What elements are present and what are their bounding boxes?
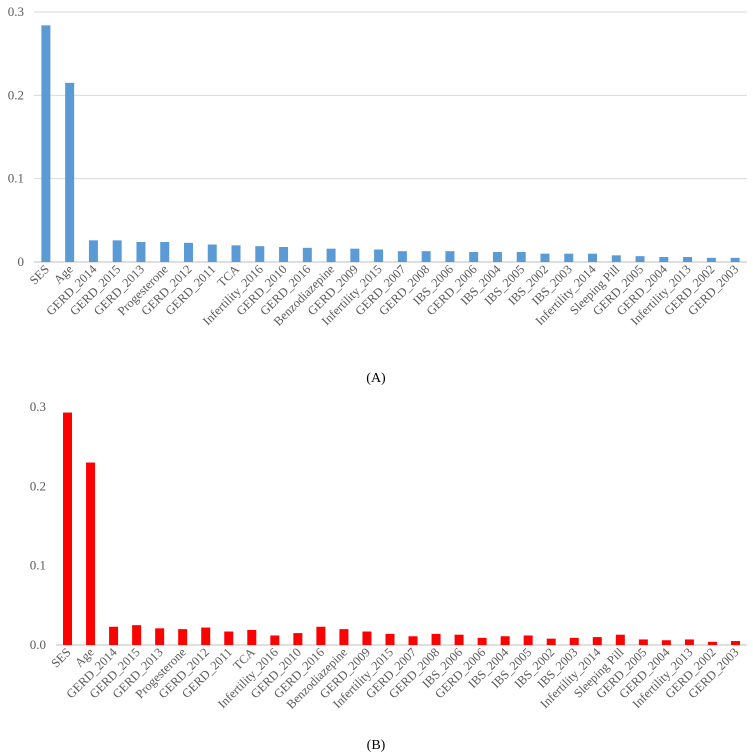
bar	[112, 240, 122, 262]
y-tick-label: 0	[18, 254, 25, 269]
y-tick-label: 0.2	[30, 478, 46, 493]
panel-label-b: (B)	[367, 738, 386, 753]
y-tick-label: 0.1	[8, 171, 24, 186]
bar	[247, 629, 257, 645]
x-tick-label: SES	[49, 645, 74, 670]
bar	[63, 412, 73, 645]
bar	[540, 253, 550, 262]
bar	[706, 257, 716, 262]
bar	[683, 257, 693, 262]
bar	[207, 244, 217, 262]
bar	[421, 251, 431, 262]
bar	[350, 248, 360, 262]
bar	[88, 240, 98, 262]
bar	[635, 256, 645, 262]
bar	[41, 25, 51, 262]
x-tick-label: SES	[27, 262, 52, 287]
bar	[431, 633, 441, 645]
bar	[397, 251, 407, 262]
bar	[155, 628, 165, 645]
bar	[136, 242, 146, 262]
y-tick-label: 0.3	[8, 4, 24, 19]
bar	[224, 631, 234, 645]
bar	[65, 82, 75, 262]
bar	[385, 633, 395, 645]
bar	[684, 639, 694, 645]
bar	[183, 242, 193, 262]
bar	[454, 634, 464, 645]
bar	[231, 245, 241, 262]
bar	[477, 637, 487, 645]
bar	[611, 255, 621, 262]
bar	[730, 257, 740, 262]
bar	[445, 251, 455, 262]
y-tick-label: 0.0	[30, 637, 46, 652]
bar	[546, 638, 556, 645]
bar	[270, 635, 280, 645]
bar	[86, 462, 96, 645]
bar	[615, 634, 625, 645]
bar	[516, 252, 526, 262]
bar	[374, 249, 384, 262]
bar	[316, 626, 326, 645]
bar	[659, 257, 669, 262]
bar	[255, 246, 265, 262]
bar	[339, 629, 349, 645]
y-tick-label: 0.1	[30, 558, 46, 573]
bar	[201, 627, 211, 645]
bar	[132, 625, 142, 645]
bar	[592, 637, 602, 645]
bar	[564, 253, 574, 262]
bar	[109, 626, 119, 645]
bar	[279, 247, 289, 262]
bar	[523, 635, 533, 645]
chart-panel-b: 0.00.10.20.3SESAgeGERD_2014GERD_2015GERD…	[30, 399, 747, 712]
panel-label-a: (A)	[366, 371, 386, 386]
bar	[160, 242, 170, 262]
bar	[178, 629, 188, 645]
bar	[500, 636, 510, 645]
bar	[707, 641, 717, 645]
bar	[730, 641, 740, 645]
bar	[302, 247, 312, 262]
bar	[588, 253, 598, 262]
y-tick-label: 0.3	[30, 399, 46, 414]
bar	[362, 631, 372, 645]
bar	[293, 633, 303, 645]
bar	[638, 639, 648, 645]
bar	[661, 640, 671, 645]
y-tick-label: 0.2	[8, 87, 24, 102]
bar	[408, 636, 418, 645]
bar	[326, 248, 336, 262]
bar	[492, 252, 502, 262]
bar	[469, 252, 479, 262]
bar	[569, 637, 579, 645]
